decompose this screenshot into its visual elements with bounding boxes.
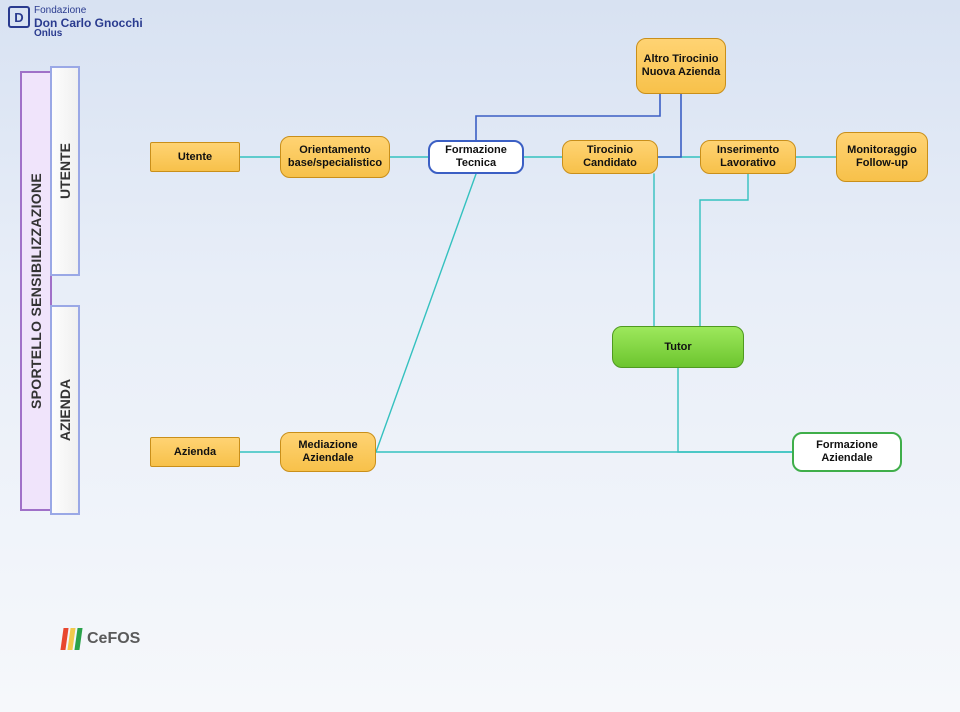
node-tirocand: Tirocinio Candidato [562, 140, 658, 174]
flow-diagram: SPORTELLO SENSIBILIZZAZIONE UTENTE AZIEN… [0, 0, 960, 712]
node-utente: Utente [150, 142, 240, 172]
cefos-text: CeFOS [87, 630, 140, 648]
node-orient: Orientamento base/specialistico [280, 136, 390, 178]
edges-layer [0, 0, 960, 712]
node-azienda: Azienda [150, 437, 240, 467]
logo-cefos: CeFOS [62, 628, 140, 650]
node-inser: Inserimento Lavorativo [700, 140, 796, 174]
node-mediaz: Mediazione Aziendale [280, 432, 376, 472]
node-tutor: Tutor [612, 326, 744, 368]
node-formaz: Formazione Aziendale [792, 432, 902, 472]
vlabel-azienda: AZIENDA [50, 305, 80, 515]
cefos-bars [60, 628, 82, 650]
node-formtec: Formazione Tecnica [428, 140, 524, 174]
vlabel-sportello: SPORTELLO SENSIBILIZZAZIONE [20, 71, 52, 511]
node-alt: Altro Tirocinio Nuova Azienda [636, 38, 726, 94]
vlabel-utente: UTENTE [50, 66, 80, 276]
bar-green [74, 628, 82, 650]
node-monit: Monitoraggio Follow-up [836, 132, 928, 182]
